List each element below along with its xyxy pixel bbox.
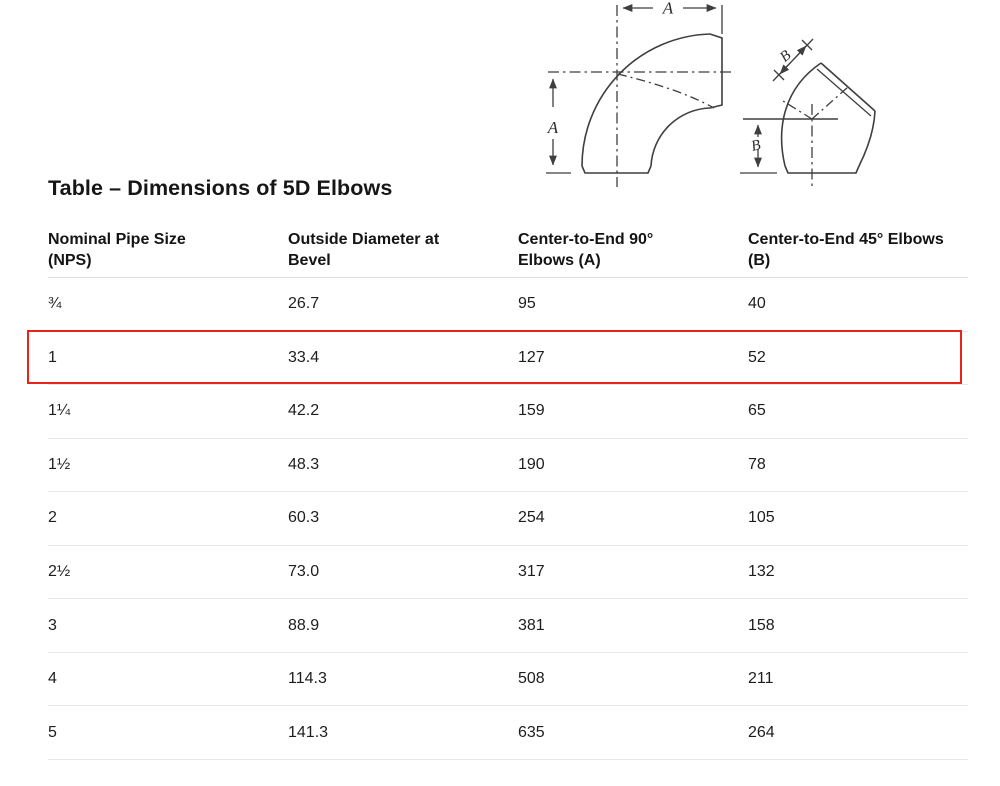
- cell-c90: 190: [518, 455, 545, 473]
- elbow-45-drawing: [740, 38, 876, 186]
- table-row: 1½ 48.3 190 78: [48, 439, 968, 493]
- table-row: 1 33.4 127 52: [48, 332, 968, 386]
- cell-od: 73.0: [288, 563, 320, 580]
- cell-nps: 5: [48, 723, 57, 741]
- cell-c90: 254: [518, 509, 545, 527]
- table-row: 5 141.3 635 264: [48, 706, 968, 760]
- cell-c90: 127: [518, 348, 545, 366]
- header-cell-2: Center-to-End 90° Elbows (A): [518, 231, 654, 269]
- cell-od: 42.2: [288, 402, 320, 420]
- cell-od: 114.3: [288, 670, 327, 688]
- cell-nps: 3: [48, 616, 57, 634]
- cell-od: 26.7: [288, 295, 320, 313]
- cell-c45: 264: [748, 723, 775, 741]
- elbow-diagrams: A A B B: [500, 0, 1000, 200]
- elbow-90-drawing: [546, 4, 733, 187]
- cell-nps: 1: [48, 348, 57, 366]
- cell-c45: 132: [748, 563, 775, 580]
- cell-c90: 381: [518, 616, 545, 634]
- cell-nps: ¾: [48, 295, 62, 313]
- cell-c90: 508: [518, 670, 545, 688]
- cell-c90: 635: [518, 723, 545, 741]
- cell-od: 60.3: [288, 509, 320, 527]
- cell-od: 33.4: [288, 348, 320, 366]
- table-row: ¾ 26.7 95 40: [48, 278, 968, 332]
- cell-c90: 317: [518, 563, 545, 580]
- cell-c90: 159: [518, 402, 545, 420]
- cell-od: 48.3: [288, 455, 320, 473]
- table-row: 1¼ 42.2 159 65: [48, 385, 968, 439]
- page-title: Table – Dimensions of 5D Elbows: [48, 176, 393, 200]
- dimensions-table: Nominal Pipe Size (NPS) Outside Diameter a…: [48, 229, 968, 760]
- dimension-label-b-left: B: [750, 137, 763, 155]
- header-cell-0: Nominal Pipe Size (NPS): [48, 231, 186, 269]
- dimension-label-b-diagonal: B: [777, 47, 794, 65]
- cell-c45: 65: [748, 402, 766, 420]
- header-cell-1: Outside Diameter at Bevel: [288, 231, 440, 269]
- cell-c45: 40: [748, 295, 766, 313]
- cell-nps: 2½: [48, 563, 71, 580]
- cell-od: 141.3: [288, 723, 329, 741]
- dimension-label-a-left: A: [547, 118, 559, 137]
- table-header-row: Nominal Pipe Size (NPS) Outside Diameter a…: [48, 229, 968, 278]
- cell-od: 88.9: [288, 616, 320, 634]
- cell-c45: 158: [748, 616, 775, 634]
- header-cell-3: Center-to-End 45° Elbows (B): [748, 231, 944, 269]
- elbow-diagrams-svg: A A B B: [546, 0, 876, 187]
- table-row: 2½ 73.0 317 132: [48, 546, 968, 600]
- cell-c90: 95: [518, 295, 536, 313]
- cell-c45: 78: [748, 455, 766, 473]
- table-row: 3 88.9 381 158: [48, 599, 968, 653]
- cell-c45: 52: [748, 348, 766, 366]
- table-row: 4 114.3 508 211: [48, 653, 968, 707]
- highlight-box: [27, 330, 962, 384]
- table-row: 2 60.3 254 105: [48, 492, 968, 546]
- cell-nps: 1¼: [48, 402, 71, 420]
- cell-nps: 4: [48, 670, 57, 688]
- dimension-label-a-top: A: [662, 0, 674, 18]
- cell-c45: 211: [748, 670, 774, 688]
- cell-nps: 2: [48, 509, 57, 527]
- cell-c45: 105: [748, 509, 775, 527]
- cell-nps: 1½: [48, 455, 71, 473]
- table-body: ¾ 26.7 95 40 1 33.4 127 52 1¼ 42.2 159 65 1½ 48.3 190 7…: [48, 278, 968, 760]
